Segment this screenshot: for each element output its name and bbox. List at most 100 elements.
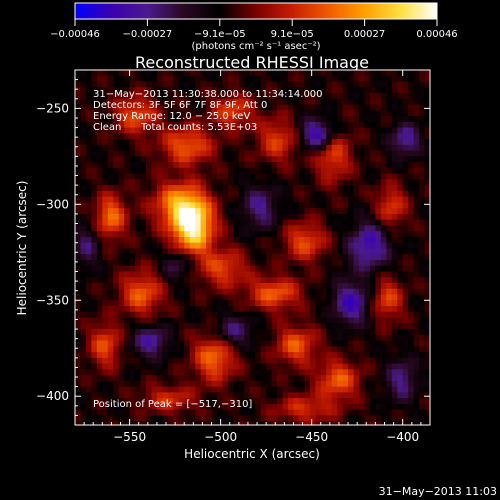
heatmap-cell: [391, 70, 398, 77]
heatmap-cell: [298, 242, 305, 250]
heatmap-cell: [408, 259, 415, 267]
heatmap-cell: [244, 225, 251, 232]
heatmap-cell: [277, 213, 284, 221]
heatmap-cell: [353, 98, 360, 106]
heatmap-cell: [380, 329, 387, 336]
heatmap-cell: [195, 254, 202, 261]
heatmap-cell: [102, 421, 109, 425]
heatmap-cell: [162, 156, 169, 163]
heatmap-cell: [408, 219, 415, 227]
heatmap-cell: [129, 93, 136, 100]
heatmap-cell: [135, 202, 142, 209]
heatmap-cell: [200, 150, 207, 157]
heatmap-cell: [304, 231, 311, 238]
heatmap-cell: [298, 403, 305, 411]
heatmap-cell: [113, 213, 120, 221]
heatmap-cell: [206, 98, 213, 106]
heatmap-cell: [178, 98, 185, 106]
heatmap-cell: [326, 409, 333, 417]
heatmap-cell: [151, 248, 158, 255]
heatmap-cell: [91, 70, 98, 77]
heatmap-cell: [260, 81, 267, 88]
heatmap-cell: [200, 179, 207, 186]
heatmap-cell: [113, 202, 120, 209]
heatmap-cell: [353, 340, 360, 347]
heatmap-cell: [402, 167, 409, 175]
heatmap-cell: [271, 323, 278, 330]
heatmap-cell: [326, 121, 333, 129]
heatmap-cell: [348, 340, 355, 347]
heatmap-cell: [277, 248, 284, 255]
heatmap-cell: [140, 236, 147, 244]
heatmap-cell: [266, 179, 273, 186]
heatmap-cell: [424, 386, 430, 393]
heatmap-cell: [244, 340, 251, 347]
heatmap-cell: [309, 398, 316, 405]
heatmap-cell: [135, 398, 142, 405]
heatmap-cell: [85, 121, 92, 129]
heatmap-cell: [195, 208, 202, 215]
heatmap-cell: [342, 340, 349, 347]
heatmap-cell: [162, 98, 169, 106]
heatmap-cell: [135, 346, 142, 353]
heatmap-cell: [217, 259, 224, 267]
heatmap-cell: [124, 139, 131, 146]
heatmap-cell: [424, 277, 430, 284]
heatmap-cell: [167, 156, 174, 163]
heatmap-cell: [298, 369, 305, 376]
heatmap-cell: [288, 202, 295, 209]
heatmap-cell: [189, 87, 196, 94]
heatmap-cell: [244, 392, 251, 399]
heatmap-cell: [151, 398, 158, 405]
heatmap-cell: [413, 375, 420, 382]
heatmap-cell: [80, 392, 87, 399]
heatmap-cell: [413, 110, 420, 117]
heatmap-cell: [173, 294, 180, 301]
heatmap-cell: [140, 156, 147, 163]
heatmap-cell: [80, 380, 87, 388]
heatmap-cell: [129, 242, 136, 250]
heatmap-cell: [430, 248, 436, 254]
heatmap-cell: [430, 404, 436, 410]
y-tick-label: −400: [36, 389, 69, 403]
heatmap-cell: [162, 259, 169, 267]
heatmap-cell: [408, 375, 415, 382]
heatmap-cell: [391, 167, 398, 175]
heatmap-cell: [75, 133, 82, 140]
heatmap-cell: [146, 162, 153, 169]
heatmap-cell: [304, 208, 311, 215]
heatmap-cell: [102, 87, 109, 94]
heatmap-cell: [238, 98, 245, 106]
heatmap-cell: [370, 427, 376, 433]
heatmap-cell: [430, 208, 436, 214]
heatmap-cell: [206, 329, 213, 336]
heatmap-cell: [129, 167, 136, 175]
heatmap-cell: [135, 236, 142, 244]
heatmap-cell: [320, 311, 327, 319]
heatmap-cell: [167, 288, 174, 296]
heatmap-cell: [184, 196, 191, 204]
heatmap-cell: [320, 300, 327, 307]
heatmap-cell: [277, 294, 284, 301]
heatmap-cell: [222, 70, 229, 77]
heatmap-cell: [337, 277, 344, 284]
heatmap-cell: [184, 127, 191, 134]
heatmap-cell: [304, 87, 311, 94]
heatmap-cell: [167, 121, 174, 129]
heatmap-cell: [162, 144, 169, 152]
heatmap-cell: [397, 196, 404, 204]
heatmap-cell: [162, 306, 169, 313]
heatmap-cell: [337, 334, 344, 342]
heatmap-cell: [140, 87, 147, 94]
heatmap-cell: [288, 323, 295, 330]
heatmap-cell: [288, 167, 295, 175]
heatmap-cell: [118, 283, 125, 290]
heatmap-cell: [282, 231, 289, 238]
heatmap-cell: [140, 173, 147, 180]
heatmap-cell: [238, 283, 245, 290]
heatmap-cell: [96, 283, 103, 290]
heatmap-cell: [391, 346, 398, 353]
heatmap-cell: [304, 369, 311, 376]
heatmap-cell: [255, 248, 262, 255]
heatmap-cell: [222, 386, 229, 393]
